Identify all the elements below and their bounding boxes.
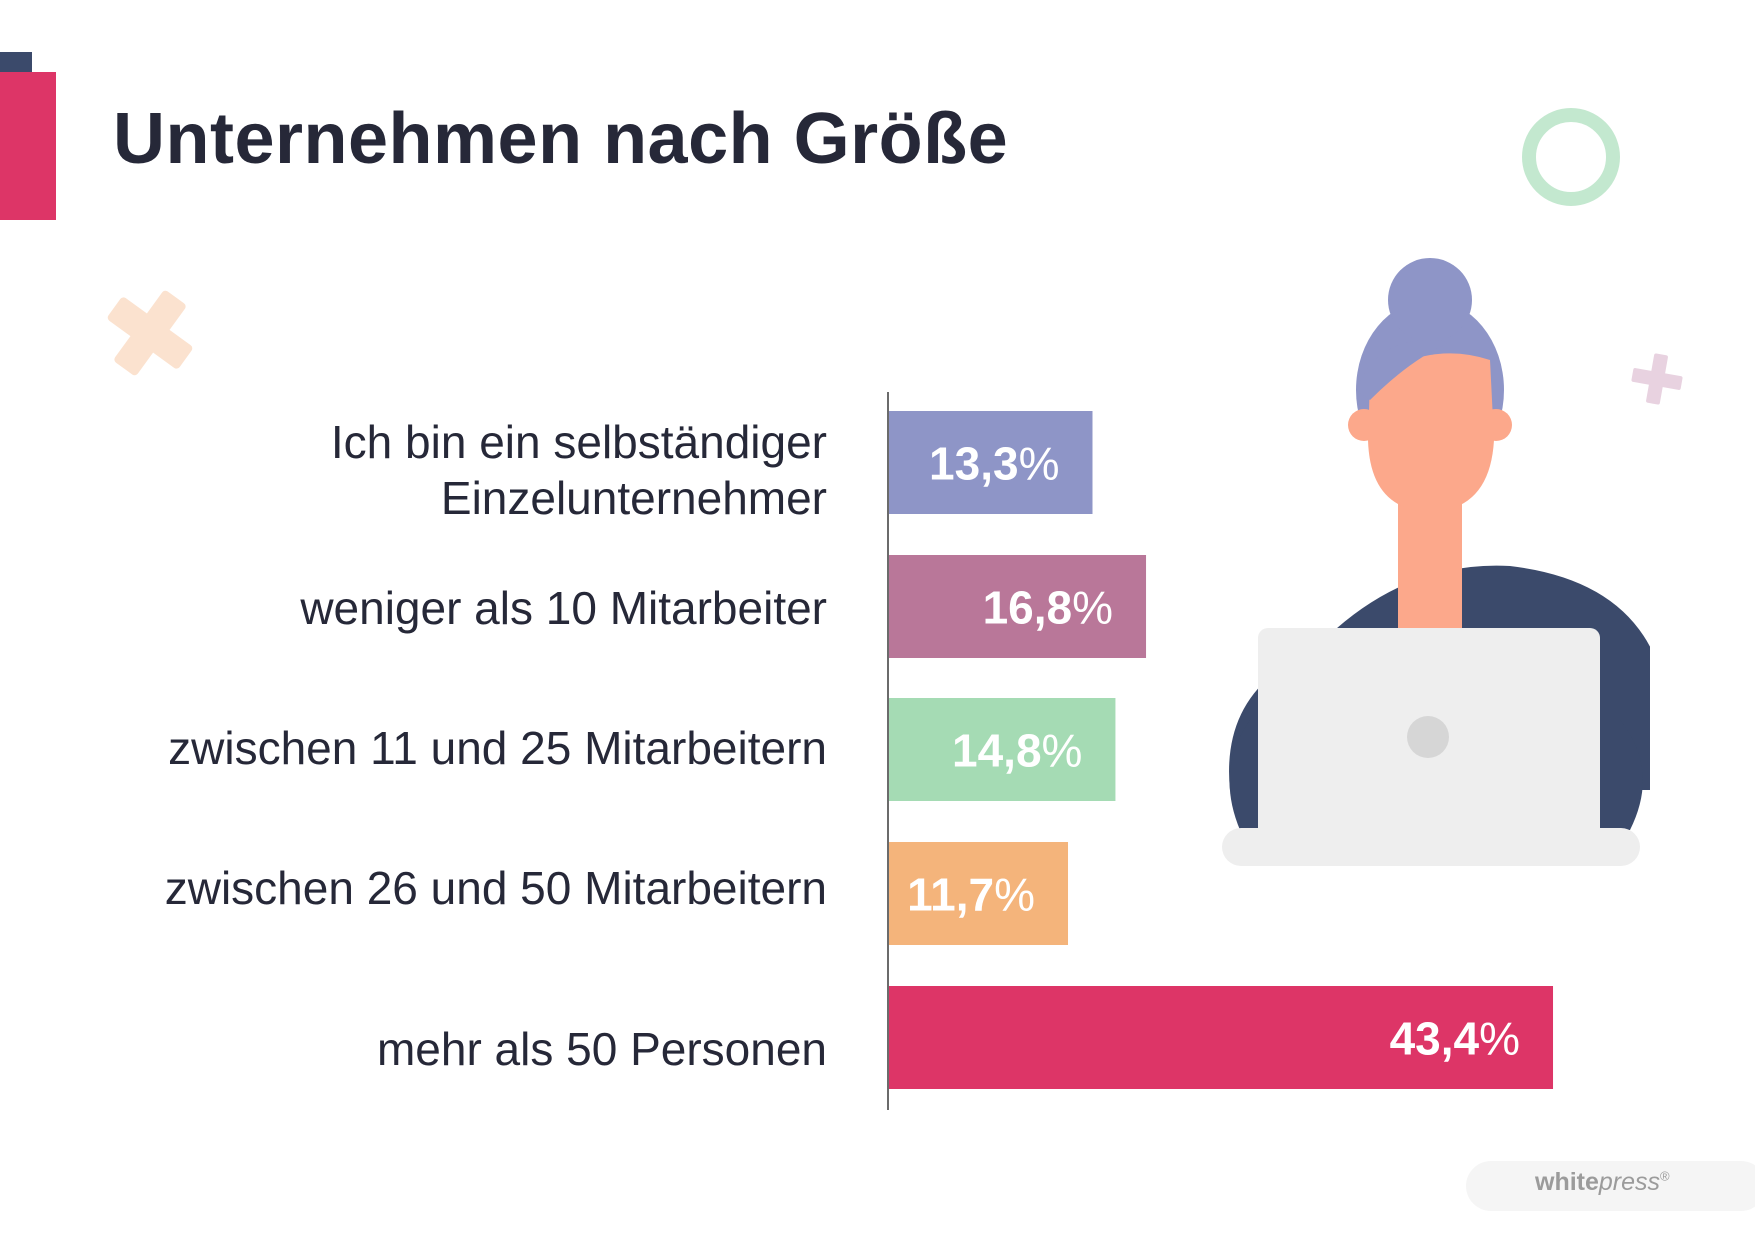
category-label-3: zwischen 11 und 25 Mitarbeitern (168, 720, 827, 776)
category-label-4-line-1: zwischen 26 und 50 Mitarbeitern (164, 862, 827, 914)
bar-5 (889, 986, 1554, 1089)
category-label-5: mehr als 50 Personen (377, 1021, 827, 1077)
person-hair-fringe (1356, 340, 1450, 400)
bar-4 (889, 842, 1069, 945)
category-label-4: zwischen 26 und 50 Mitarbeitern (165, 860, 827, 916)
value-label-1: 13,3% (929, 438, 1059, 490)
cross-decoration-pink (1631, 353, 1683, 405)
cross-decoration-peach (107, 290, 193, 376)
bar-1 (889, 411, 1093, 514)
person-laptop-illustration (1222, 258, 1650, 866)
value-label-5: 43,4% (1390, 1013, 1520, 1065)
value-label-2: 16,8% (983, 582, 1113, 634)
page-title: Unternehmen nach Größe (113, 99, 1009, 179)
category-label-5-line-1: mehr als 50 Personen (376, 1023, 827, 1075)
laptop-logo (1407, 716, 1449, 758)
laptop-base (1222, 828, 1640, 866)
category-label-1-line-1: Ich bin ein selbständiger (330, 416, 827, 468)
category-label-3-line-1: zwischen 11 und 25 Mitarbeitern (168, 722, 827, 774)
logo-part-2: press (1598, 1168, 1661, 1196)
bars-group: 13,3% 16,8% 14,8% 11,7% 43,4% (889, 411, 1554, 1089)
logo-background (1466, 1161, 1755, 1211)
accent-block-dark (0, 52, 32, 74)
logo-mark: ® (1660, 1168, 1670, 1184)
accent-block-red (0, 72, 56, 220)
bar-3 (889, 698, 1116, 801)
logo-part-1: white (1535, 1168, 1599, 1196)
person-right-arm (1590, 720, 1643, 830)
value-label-3: 14,8% (952, 725, 1082, 777)
category-label-2: weniger als 10 Mitarbeiter (300, 580, 827, 636)
category-label-1-line-2: Einzelunternehmer (440, 472, 827, 524)
value-label-4: 11,7% (907, 869, 1035, 921)
bar-2 (889, 555, 1147, 658)
whitepress-logo: whitepress® (1535, 1168, 1670, 1197)
person-hair-bun (1388, 258, 1472, 342)
category-label-2-line-1: weniger als 10 Mitarbeiter (300, 582, 827, 634)
person-face (1368, 353, 1494, 512)
category-label-1: Ich bin ein selbständiger Einzelunterneh… (331, 414, 827, 526)
